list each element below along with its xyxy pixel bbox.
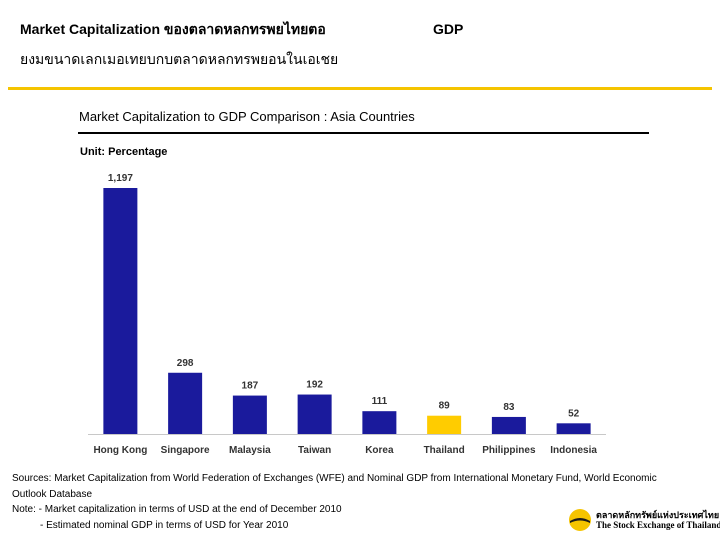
sources-line-cont: Outlook Database	[12, 488, 93, 500]
tick-label-singapore: Singapore	[161, 445, 210, 456]
slide-title-line1: Market Capitalization ของตลาดหลกทรพยไทยต…	[20, 21, 326, 37]
unit-label: Unit: Percentage	[80, 146, 168, 158]
tick-label-korea: Korea	[365, 445, 394, 456]
set-logo-icon	[569, 509, 591, 531]
data-label-indonesia: 52	[568, 408, 580, 419]
slide-title-line2: ยงมขนาดเลกเมอเทยบกบตลาดหลกทรพยอนในเอเชย	[20, 51, 339, 67]
note-line-cont: - Estimated nominal GDP in terms of USD …	[40, 519, 289, 531]
bar-thailand	[427, 415, 462, 434]
data-label-singapore: 298	[177, 358, 194, 369]
data-label-philippines: 83	[503, 402, 515, 413]
bar-hong-kong	[103, 188, 138, 434]
data-label-malaysia: 187	[242, 381, 259, 392]
bar-indonesia	[556, 423, 591, 434]
tick-label-philippines: Philippines	[482, 445, 536, 456]
set-logo-english: The Stock Exchange of Thailand	[596, 520, 720, 530]
title-divider	[8, 87, 712, 90]
tick-label-thailand: Thailand	[424, 445, 465, 456]
set-logo: ตลาดหลักทรัพย์แห่งประเทศไทย The Stock Ex…	[568, 506, 720, 534]
set-logo-thai: ตลาดหลักทรัพย์แห่งประเทศไทย	[596, 510, 720, 520]
sources-line: Sources: Market Capitalization from Worl…	[12, 473, 657, 484]
data-label-taiwan: 192	[306, 380, 323, 391]
tick-label-malaysia: Malaysia	[229, 445, 271, 456]
tick-label-hong-kong: Hong Kong	[93, 445, 147, 456]
tick-label-indonesia: Indonesia	[550, 445, 597, 456]
slide-title: Market Capitalization ของตลาดหลกทรพยไทยต…	[20, 14, 463, 74]
bar-singapore	[168, 372, 203, 434]
chart-title: Market Capitalization to GDP Comparison …	[79, 109, 415, 124]
note-line: Note: - Market capitalization in terms o…	[12, 504, 342, 515]
chart-title-rule	[78, 132, 649, 134]
sources-notes: Sources: Market Capitalization from Worl…	[12, 471, 657, 533]
tick-label-taiwan: Taiwan	[298, 445, 331, 456]
bar-philippines	[491, 416, 526, 434]
bar-malaysia	[232, 395, 267, 434]
data-label-hong-kong: 1,197	[108, 173, 133, 184]
bar-korea	[362, 411, 397, 434]
bar-taiwan	[297, 394, 332, 434]
data-label-thailand: 89	[439, 401, 451, 412]
data-label-korea: 111	[372, 396, 388, 407]
slide-title-gdp: GDP	[433, 21, 464, 37]
